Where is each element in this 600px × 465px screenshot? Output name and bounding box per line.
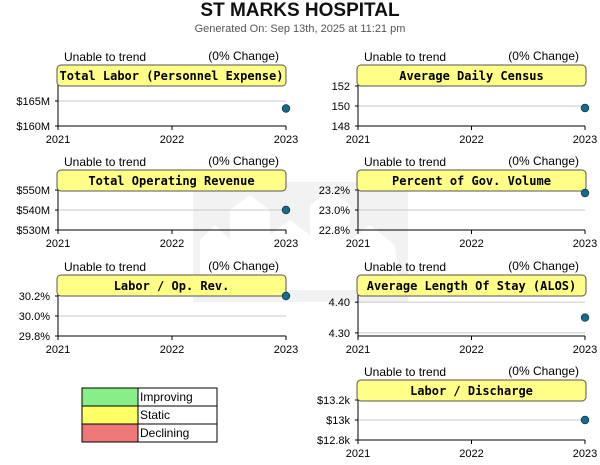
chart-title-box [56, 64, 287, 87]
y-tick-label: 150 [332, 101, 350, 113]
legend-swatch [81, 405, 139, 425]
x-tick-label: 2022 [160, 134, 184, 146]
trend-status: Unable to trend [364, 365, 446, 379]
x-tick-label: 2023 [274, 134, 298, 146]
y-tick-label: $160M [16, 121, 50, 133]
y-tick-label: $550M [16, 185, 50, 197]
y-tick-label: $13k [326, 415, 350, 427]
data-point [580, 313, 590, 322]
chart-title: Percent of Gov. Volume [392, 174, 551, 188]
chart-title-box [356, 169, 587, 192]
y-tick-label: 4.40 [329, 297, 350, 309]
chart-panel: 4.40 4.30 2021 2022 2023 Average Length Of St… [329, 259, 598, 356]
y-tick-label: $165M [16, 96, 50, 108]
percent-change: (0% Change) [508, 259, 579, 273]
percent-change: (0% Change) [208, 49, 279, 63]
data-point [281, 291, 291, 301]
chart-title: Total Labor (Personnel Expense) [60, 69, 284, 83]
chart-title: Average Length Of Stay (ALOS) [367, 279, 577, 293]
trend-status: Unable to trend [64, 260, 146, 274]
watermark-skyline [200, 190, 400, 290]
legend-label-cell [137, 423, 218, 443]
data-point [281, 205, 291, 215]
legend-swatch [81, 423, 139, 443]
x-tick-label: 2022 [459, 344, 483, 356]
x-tick-label: 2023 [274, 238, 298, 250]
y-tick-label: $540M [16, 205, 50, 217]
y-tick-label: 30.0% [19, 311, 50, 323]
chart-title-box [56, 169, 287, 192]
x-tick-label: 2021 [346, 344, 370, 356]
chart-title: Average Daily Census [399, 69, 544, 83]
x-tick-label: 2021 [46, 344, 70, 356]
data-point [580, 188, 590, 198]
percent-change: (0% Change) [508, 364, 579, 378]
y-tick-label: $530M [16, 225, 50, 237]
x-tick-label: 2021 [346, 448, 370, 460]
legend-label: Improving [140, 390, 193, 404]
x-tick-label: 2023 [573, 238, 597, 250]
x-tick-label: 2023 [573, 134, 597, 146]
chart-title: Labor / Op. Rev. [114, 279, 230, 293]
chart-title-box [56, 274, 287, 297]
percent-change: (0% Change) [508, 49, 579, 63]
chart-panel: 23.2% 23.0% 22.8%2021 2022 2023 Percent of Go… [319, 154, 597, 250]
y-tick-label: 22.8% [319, 225, 350, 237]
chart-title: Total Operating Revenue [88, 174, 254, 188]
x-tick-label: 2022 [459, 448, 483, 460]
page-title: ST MARKS HOSPITAL [200, 0, 400, 21]
x-tick-label: 2021 [46, 134, 70, 146]
trend-status: Unable to trend [364, 50, 446, 64]
trend-status: Unable to trend [364, 155, 446, 169]
x-tick-label: 2023 [573, 344, 597, 356]
percent-change: (0% Change) [508, 154, 579, 168]
legend-label: Static [140, 408, 170, 422]
legend-swatch [81, 387, 139, 407]
x-tick-label: 2022 [160, 238, 184, 250]
data-point [580, 415, 590, 425]
data-point [580, 103, 590, 113]
x-tick-label: 2021 [346, 134, 370, 146]
y-tick-label: 4.30 [329, 328, 350, 340]
legend-label: Declining [140, 426, 189, 440]
x-tick-label: 2023 [573, 448, 597, 460]
y-tick-label: 152 [332, 81, 350, 93]
x-tick-label: 2022 [160, 344, 184, 356]
trend-status: Unable to trend [64, 155, 146, 169]
y-tick-label: 29.8% [19, 331, 50, 343]
x-tick-label: 2022 [459, 238, 483, 250]
y-tick-label: 23.2% [319, 185, 350, 197]
chart-title-box [356, 64, 587, 87]
chart-title-box [356, 379, 587, 402]
trend-status: Unable to trend [64, 50, 146, 64]
x-tick-label: 2023 [274, 344, 298, 356]
chart-title-box [356, 274, 587, 297]
y-tick-label: $13.2k [317, 395, 351, 407]
percent-change: (0% Change) [208, 154, 279, 168]
y-tick-label: 23.0% [319, 205, 350, 217]
x-tick-label: 2021 [46, 238, 70, 250]
y-tick-label: $12.8k [317, 435, 351, 447]
chart-panel: 30.2% 30.0% 29.8%2021 2022 2023 Labor / Op. R… [19, 259, 298, 356]
y-tick-label: 148 [332, 121, 350, 133]
page-subtitle: Generated On: Sep 13th, 2025 at 11:21 pm [194, 23, 406, 35]
trend-status: Unable to trend [364, 260, 446, 274]
y-tick-label: 30.2% [19, 291, 50, 303]
legend: Improving Static Declining [81, 387, 218, 443]
data-point [281, 104, 291, 113]
percent-change: (0% Change) [208, 259, 279, 273]
x-tick-label: 2021 [346, 238, 370, 250]
chart-title: Labor / Discharge [410, 384, 533, 398]
x-tick-label: 2022 [459, 134, 483, 146]
